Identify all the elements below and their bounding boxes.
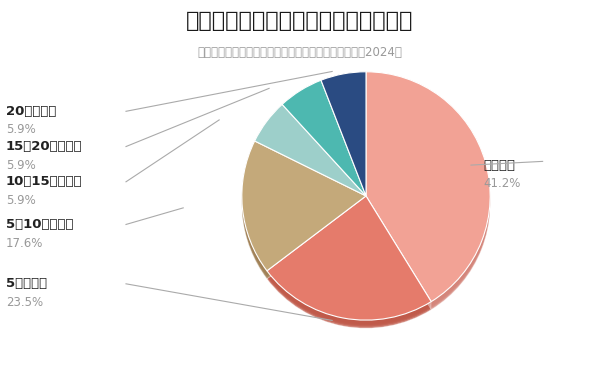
Wedge shape (321, 72, 366, 196)
Wedge shape (267, 203, 431, 327)
Wedge shape (282, 84, 366, 199)
Wedge shape (366, 72, 490, 302)
Text: 「在宅勤務制度なし」月平均残業時間: 「在宅勤務制度なし」月平均残業時間 (187, 11, 413, 31)
Wedge shape (254, 111, 366, 203)
Wedge shape (321, 73, 366, 197)
Wedge shape (242, 145, 366, 275)
Wedge shape (366, 78, 490, 308)
Wedge shape (321, 75, 366, 199)
Text: 5.9%: 5.9% (6, 123, 36, 137)
Wedge shape (366, 76, 490, 306)
Text: 5.9%: 5.9% (6, 158, 36, 172)
Text: 17.6%: 17.6% (6, 236, 43, 250)
Wedge shape (282, 86, 366, 202)
Wedge shape (366, 72, 490, 302)
Wedge shape (267, 199, 431, 324)
Wedge shape (321, 79, 366, 203)
Wedge shape (254, 104, 366, 196)
Wedge shape (366, 75, 490, 305)
Wedge shape (254, 112, 366, 204)
Text: 5〜10時間未満: 5〜10時間未満 (6, 218, 74, 231)
Wedge shape (242, 147, 366, 276)
Wedge shape (267, 198, 431, 322)
Wedge shape (366, 73, 490, 303)
Wedge shape (366, 79, 490, 309)
Wedge shape (254, 104, 366, 196)
Wedge shape (242, 144, 366, 274)
Text: 20時間以上: 20時間以上 (6, 105, 56, 118)
Wedge shape (282, 80, 366, 196)
Wedge shape (242, 149, 366, 279)
Wedge shape (321, 78, 366, 202)
Wedge shape (282, 88, 366, 204)
Text: 10〜15時間未満: 10〜15時間未満 (6, 175, 83, 188)
Wedge shape (282, 85, 366, 201)
Text: 23.5%: 23.5% (6, 296, 43, 309)
Text: 41.2%: 41.2% (483, 177, 520, 190)
Wedge shape (242, 148, 366, 278)
Text: 5時間未満: 5時間未満 (6, 277, 47, 290)
Text: 5.9%: 5.9% (6, 194, 36, 207)
Wedge shape (254, 105, 366, 197)
Wedge shape (366, 74, 490, 304)
Wedge shape (242, 141, 366, 271)
Wedge shape (254, 107, 366, 198)
Wedge shape (242, 142, 366, 272)
Wedge shape (282, 81, 366, 197)
Wedge shape (267, 196, 431, 320)
Wedge shape (282, 80, 366, 196)
Wedge shape (321, 80, 366, 204)
Wedge shape (366, 80, 490, 310)
Wedge shape (321, 76, 366, 201)
Wedge shape (282, 87, 366, 203)
Wedge shape (267, 197, 431, 321)
Text: 残業なし: 残業なし (483, 158, 515, 172)
Wedge shape (282, 82, 366, 198)
Wedge shape (242, 141, 366, 271)
Wedge shape (321, 72, 366, 196)
Wedge shape (267, 204, 431, 328)
Wedge shape (254, 110, 366, 202)
Wedge shape (242, 143, 366, 273)
Wedge shape (267, 201, 431, 325)
Wedge shape (321, 74, 366, 198)
Wedge shape (267, 202, 431, 326)
Wedge shape (254, 109, 366, 201)
Wedge shape (254, 108, 366, 199)
Text: 15〜20時間未満: 15〜20時間未満 (6, 140, 83, 153)
Text: 出典：リーガルジョブボード「特許事務の働き方調査2024」: 出典：リーガルジョブボード「特許事務の働き方調査2024」 (197, 46, 403, 59)
Wedge shape (267, 196, 431, 320)
